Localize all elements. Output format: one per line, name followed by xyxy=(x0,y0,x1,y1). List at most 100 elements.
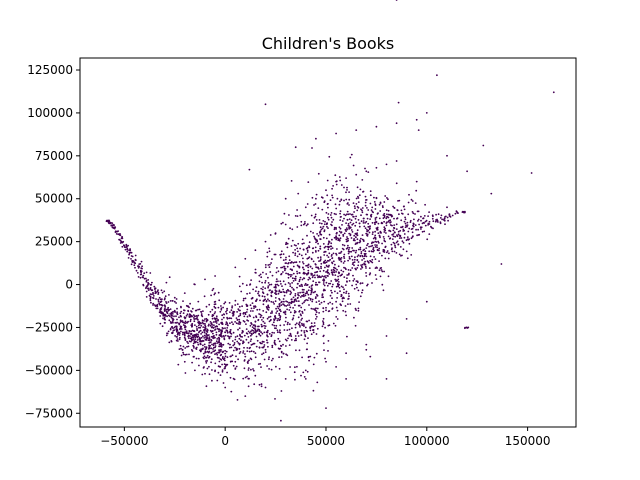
scatter-point xyxy=(304,206,307,209)
scatter-point xyxy=(343,199,345,202)
scatter-point xyxy=(418,223,420,226)
scatter-point xyxy=(188,353,190,356)
scatter-point xyxy=(272,321,275,324)
scatter-point xyxy=(307,269,310,272)
scatter-point xyxy=(310,325,313,327)
scatter-point xyxy=(335,285,338,288)
scatter-point xyxy=(372,248,374,251)
scatter-point xyxy=(354,324,357,327)
scatter-point xyxy=(259,299,261,302)
scatter-point xyxy=(325,264,328,267)
scatter-point xyxy=(298,310,301,312)
scatter-point xyxy=(122,240,125,243)
scatter-point xyxy=(182,300,184,302)
scatter-point xyxy=(374,219,377,221)
scatter-point xyxy=(272,301,275,304)
scatter-point xyxy=(279,324,282,327)
scatter-point xyxy=(331,271,333,274)
scatter-point xyxy=(285,291,288,294)
scatter-point xyxy=(301,288,304,291)
scatter-point xyxy=(364,265,367,268)
scatter-point xyxy=(314,203,317,205)
scatter-point xyxy=(255,335,258,338)
scatter-point xyxy=(385,209,388,212)
scatter-point xyxy=(189,320,192,323)
scatter-point xyxy=(203,329,206,331)
scatter-point xyxy=(336,318,339,320)
scatter-point xyxy=(324,326,326,329)
scatter-point xyxy=(232,314,235,316)
scatter-point xyxy=(263,324,265,327)
scatter-point xyxy=(198,364,200,367)
scatter-point xyxy=(218,337,221,340)
scatter-point xyxy=(128,252,131,255)
scatter-point xyxy=(224,331,227,333)
scatter-point xyxy=(206,337,209,339)
scatter-point xyxy=(340,184,343,186)
scatter-point xyxy=(244,355,247,358)
scatter-point xyxy=(322,243,325,245)
scatter-point xyxy=(371,244,374,247)
scatter-point xyxy=(294,335,297,337)
scatter-point xyxy=(288,255,291,258)
scatter-point xyxy=(367,229,370,232)
scatter-point xyxy=(131,261,134,263)
scatter-point xyxy=(249,315,252,318)
scatter-point xyxy=(371,250,373,253)
scatter-point xyxy=(308,245,310,247)
scatter-point xyxy=(331,253,333,256)
scatter-point xyxy=(325,237,328,240)
scatter-point xyxy=(326,179,329,182)
scatter-point xyxy=(309,355,312,358)
scatter-point xyxy=(272,357,274,360)
scatter-point xyxy=(343,253,346,256)
scatter-point xyxy=(148,294,151,297)
scatter-point xyxy=(213,312,216,315)
scatter-point xyxy=(289,285,292,288)
scatter-point xyxy=(248,168,251,171)
scatter-point xyxy=(262,320,265,323)
scatter-point xyxy=(235,355,237,358)
scatter-point xyxy=(252,368,254,370)
scatter-point xyxy=(377,232,380,235)
scatter-point xyxy=(280,419,282,422)
scatter-point xyxy=(182,351,185,354)
scatter-point xyxy=(238,285,241,288)
scatter-point xyxy=(190,340,192,343)
scatter-point xyxy=(291,300,294,303)
scatter-point xyxy=(221,363,224,366)
scatter-point xyxy=(343,232,346,235)
scatter-point xyxy=(157,298,160,301)
scatter-point xyxy=(218,345,221,348)
scatter-point xyxy=(236,340,239,343)
scatter-point xyxy=(314,276,316,279)
scatter-point xyxy=(315,311,318,314)
scatter-point xyxy=(440,214,443,217)
scatter-point xyxy=(280,390,283,392)
scatter-point xyxy=(217,291,220,294)
scatter-point xyxy=(331,291,333,294)
scatter-point xyxy=(299,313,302,316)
scatter-point xyxy=(326,269,329,271)
scatter-point xyxy=(404,226,407,229)
scatter-point xyxy=(217,306,220,309)
scatter-point xyxy=(199,343,202,346)
scatter-point xyxy=(258,280,261,283)
scatter-point xyxy=(425,219,428,222)
scatter-point xyxy=(242,350,245,352)
scatter-point xyxy=(147,279,150,281)
scatter-point xyxy=(155,298,157,300)
scatter-point xyxy=(323,229,326,232)
scatter-point xyxy=(303,331,306,334)
scatter-point xyxy=(410,198,413,201)
scatter-point xyxy=(347,292,350,295)
scatter-point xyxy=(136,272,139,274)
scatter-point xyxy=(206,330,209,333)
scatter-point xyxy=(281,285,283,287)
scatter-point xyxy=(351,231,354,233)
scatter-point xyxy=(334,278,337,281)
scatter-point xyxy=(375,278,378,280)
scatter-point xyxy=(201,321,204,324)
scatter-point xyxy=(289,283,291,285)
scatter-point xyxy=(262,310,265,312)
